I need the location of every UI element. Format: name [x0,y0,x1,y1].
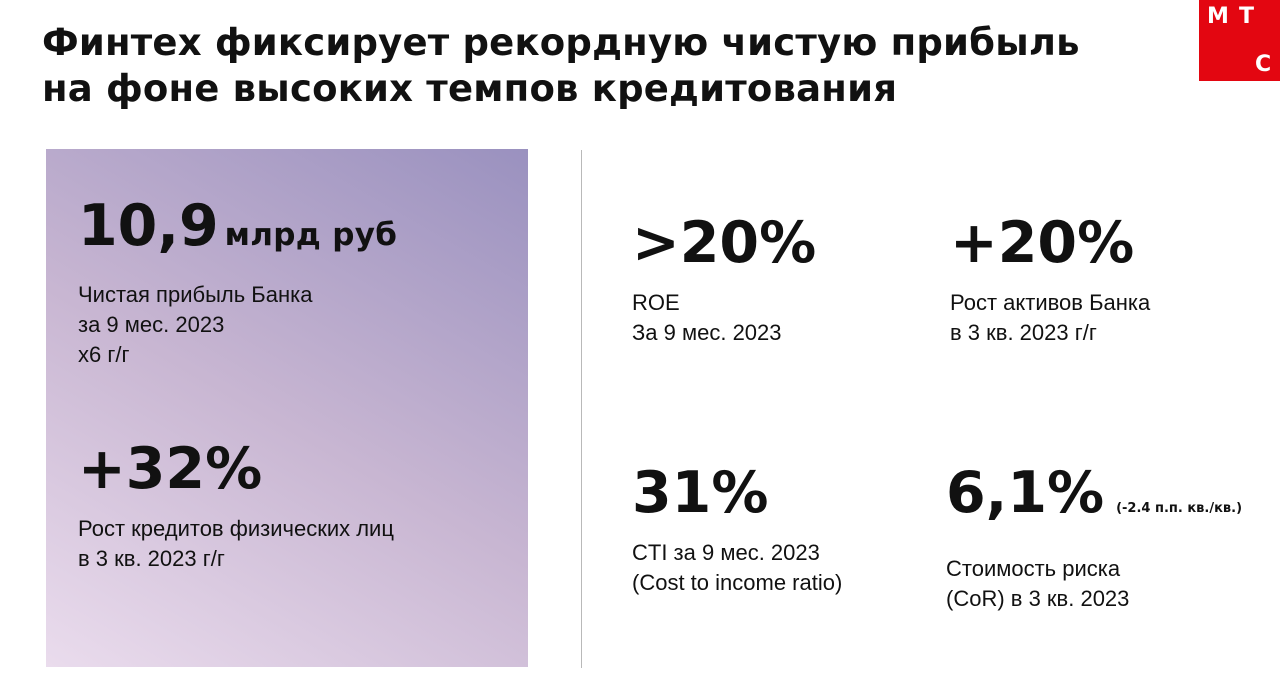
metric-net-profit-period: за 9 мес. 2023 [78,312,225,337]
metric-retail-loans-value: +32% [78,436,263,502]
metric-assets-growth-label: Рост активов Банка [950,290,1151,315]
metric-cti-label: CTI за 9 мес. 2023 [632,540,820,565]
metric-roe: >20% ROE За 9 мес. 2023 [632,212,816,348]
metric-net-profit-desc: Чистая прибыль Банка за 9 мес. 2023 x6 г… [78,280,397,370]
metric-cost-of-risk-change: (-2.4 п.п. кв./кв.) [1116,501,1243,516]
mts-logo: М Т С [1199,0,1280,81]
metric-net-profit-unit: млрд руб [224,217,398,253]
metric-net-profit-growth: x6 г/г [78,342,130,367]
metric-roe-period: За 9 мес. 2023 [632,320,782,345]
metric-cost-of-risk: 6,1% (-2.4 п.п. кв./кв.) Стоимость риска … [946,462,1242,614]
metric-assets-growth-desc: Рост активов Банка в 3 кв. 2023 г/г [950,288,1150,348]
metric-cost-of-risk-desc: Стоимость риска (CoR) в 3 кв. 2023 [946,554,1242,614]
metric-cost-of-risk-period: (CoR) в 3 кв. 2023 [946,586,1130,611]
metric-cti: 31% CTI за 9 мес. 2023 (Cost to income r… [632,462,842,598]
metric-assets-growth-value: +20% [950,210,1135,276]
metric-net-profit: 10,9 млрд руб Чистая прибыль Банка за 9 м… [78,195,397,370]
metric-retail-loans-period: в 3 кв. 2023 г/г [78,546,225,571]
vertical-divider [581,150,582,668]
logo-letter-s: С [1255,52,1272,77]
metric-cost-of-risk-label: Стоимость риска [946,556,1121,581]
metric-net-profit-label: Чистая прибыль Банка [78,282,313,307]
metric-roe-label: ROE [632,290,680,315]
page-title: Финтех фиксирует рекордную чистую прибыл… [42,20,1192,112]
metric-cti-desc: CTI за 9 мес. 2023 (Cost to income ratio… [632,538,842,598]
metric-retail-loans-label: Рост кредитов физических лиц [78,516,394,541]
metric-assets-growth-period: в 3 кв. 2023 г/г [950,320,1097,345]
title-line-1: Финтех фиксирует рекордную чистую прибыл… [42,21,1080,64]
metric-net-profit-value-row: 10,9 млрд руб [78,195,397,266]
metric-cost-of-risk-value: 6,1% [946,460,1105,526]
metric-retail-loans-desc: Рост кредитов физических лиц в 3 кв. 202… [78,514,394,574]
metric-retail-loans: +32% Рост кредитов физических лиц в 3 кв… [78,438,394,574]
metric-roe-desc: ROE За 9 мес. 2023 [632,288,816,348]
metric-cti-explanation: (Cost to income ratio) [632,570,843,595]
metric-assets-growth: +20% Рост активов Банка в 3 кв. 2023 г/г [950,212,1150,348]
logo-letter-m: М [1207,4,1229,29]
title-line-2: на фоне высоких темпов кредитования [42,67,898,110]
logo-letter-t: Т [1239,4,1255,29]
metric-cti-value: 31% [632,460,769,526]
metric-roe-value: >20% [632,210,817,276]
metric-cost-of-risk-value-row: 6,1% (-2.4 п.п. кв./кв.) [946,462,1242,540]
metric-net-profit-value: 10,9 [78,193,219,259]
highlight-panel [46,149,528,667]
